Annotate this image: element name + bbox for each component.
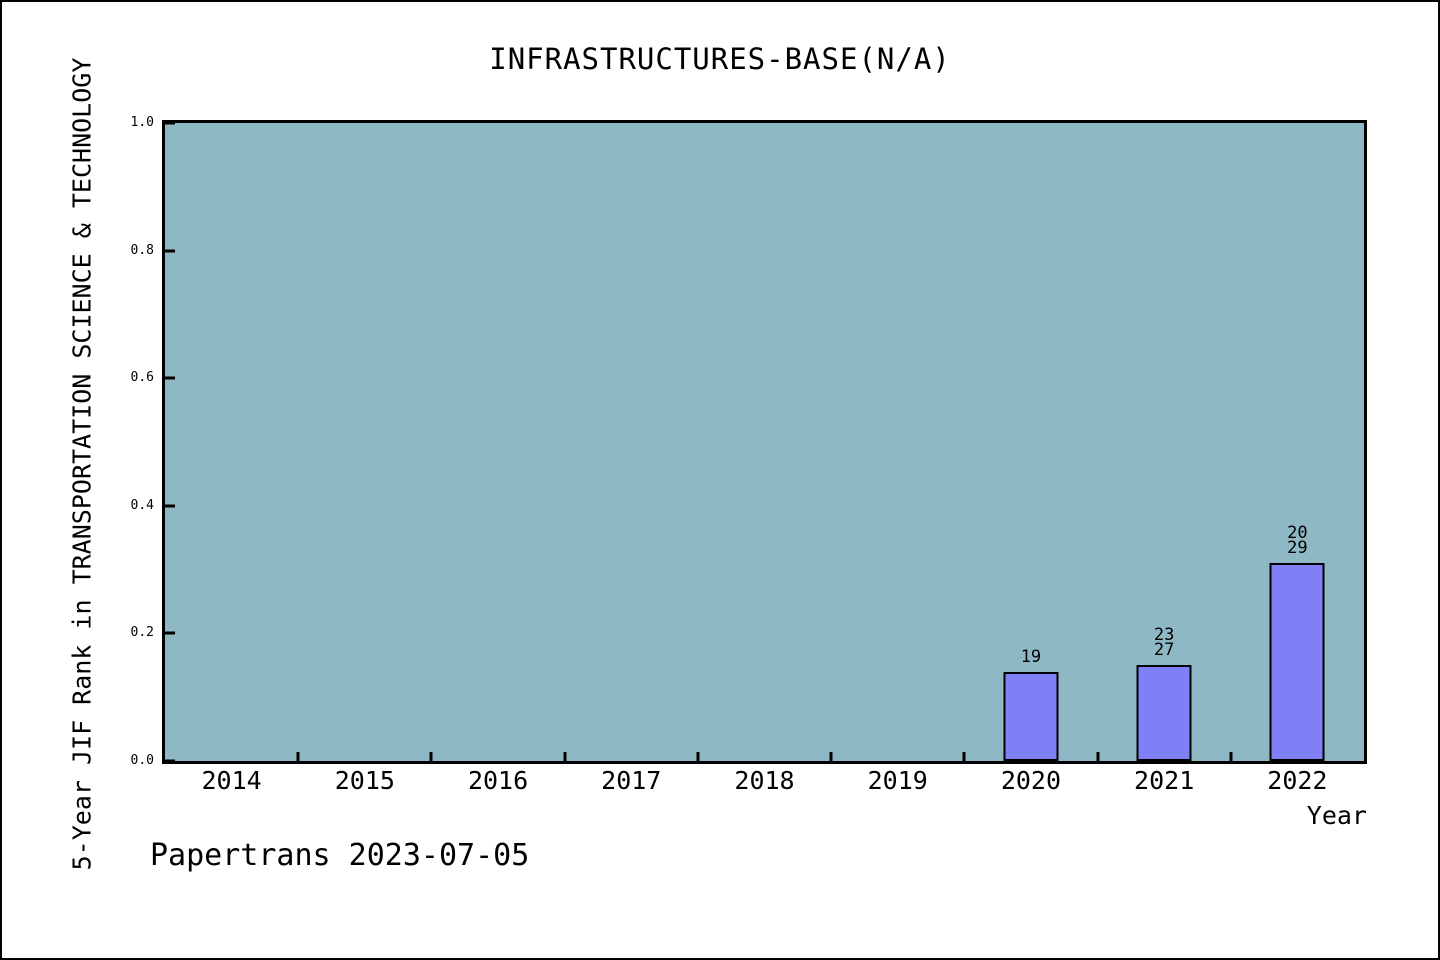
- bar-2020: [1003, 671, 1059, 761]
- x-tick-mark: [696, 752, 700, 761]
- y-tick-mark: [165, 504, 175, 508]
- bar-value-label-2022: 20 29: [1287, 523, 1308, 559]
- x-tick-mark: [1096, 752, 1100, 761]
- y-tick-label: 0.8: [130, 242, 154, 258]
- y-axis-label: 5-Year JIF Rank in TRANSPORTATION SCIENC…: [67, 57, 97, 871]
- x-tick-label-2017: 2017: [601, 766, 662, 795]
- x-tick-mark: [1229, 752, 1233, 761]
- x-tick-mark: [829, 752, 833, 761]
- bar-value-label-2021: 23 27: [1153, 625, 1175, 661]
- plot-area: 19 23 27 20 29: [162, 120, 1367, 764]
- y-tick-mark: [165, 759, 175, 763]
- x-tick-label-2019: 2019: [867, 766, 928, 795]
- x-axis-label: Year: [1306, 801, 1367, 830]
- y-tick-label: 0.0: [130, 753, 154, 768]
- y-tick-label: 0.2: [130, 625, 154, 641]
- bar-2022: [1269, 563, 1325, 761]
- bar-2021: [1136, 665, 1192, 761]
- x-tick-mark: [962, 752, 966, 761]
- x-tick-label-2016: 2016: [467, 766, 529, 795]
- x-tick-mark: [563, 752, 567, 761]
- y-tick-mark: [165, 249, 175, 253]
- y-tick-label: 1.0: [130, 115, 154, 130]
- bar-value-label-2020: 19: [1020, 646, 1042, 667]
- x-tick-label-2014: 2014: [201, 766, 262, 795]
- x-tick-label-2022: 2022: [1267, 766, 1328, 795]
- y-tick-mark: [165, 121, 175, 125]
- chart-title: INFRASTRUCTURES-BASE(N/A): [489, 42, 951, 76]
- x-tick-label-2020: 2020: [1000, 766, 1062, 795]
- y-tick-label: 0.4: [130, 497, 154, 513]
- x-tick-mark: [296, 752, 300, 761]
- y-tick-label: 0.6: [130, 370, 154, 386]
- y-tick-mark: [165, 376, 175, 380]
- watermark-text: Papertrans 2023-07-05: [150, 838, 530, 873]
- x-tick-label-2018: 2018: [734, 766, 795, 795]
- x-tick-label-2021: 2021: [1134, 766, 1195, 795]
- y-tick-mark: [165, 631, 175, 635]
- x-tick-mark: [429, 752, 433, 761]
- x-tick-label-2015: 2015: [334, 766, 395, 795]
